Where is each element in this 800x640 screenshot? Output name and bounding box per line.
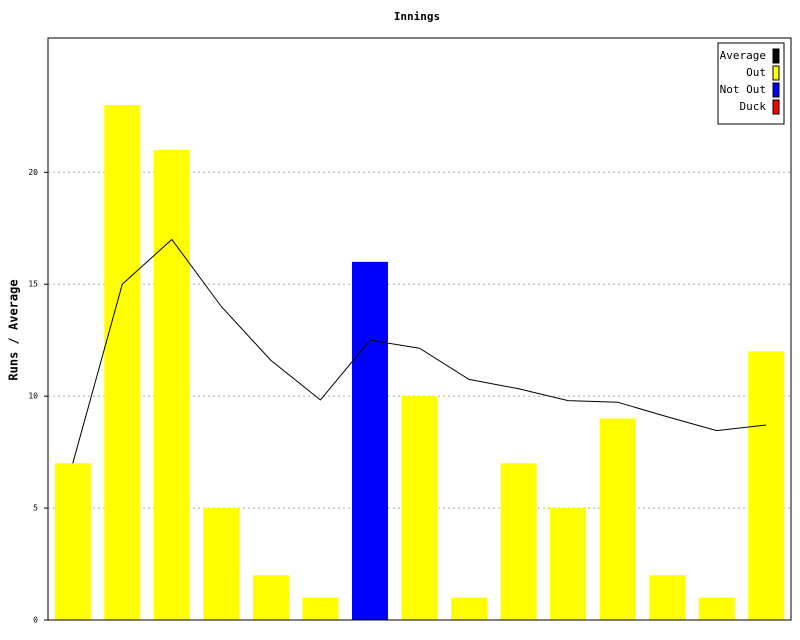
y-tick-label: 5 [33, 504, 38, 513]
legend-swatch [772, 99, 780, 115]
bar [451, 597, 488, 620]
legend-label: Not Out [720, 83, 766, 96]
lines [72, 238, 767, 464]
chart-title: Innings [394, 10, 440, 23]
legend-swatch [772, 48, 780, 64]
bar [401, 396, 438, 620]
legend-label: Out [746, 66, 766, 79]
bar [203, 508, 240, 620]
bar [153, 149, 190, 620]
legend-swatch [772, 65, 780, 81]
plot-frame [47, 37, 792, 621]
bar [500, 463, 537, 620]
y-tick-label: 0 [33, 616, 38, 625]
y-tick-label: 20 [28, 168, 38, 177]
bar [748, 351, 785, 620]
bar [698, 597, 735, 620]
bar [550, 508, 587, 620]
legend-label: Duck [740, 100, 767, 113]
legend: Average Out Not Out Duck [717, 42, 785, 125]
bar [104, 105, 141, 620]
legend-label: Average [720, 49, 766, 62]
legend-swatch [772, 82, 780, 98]
bar [302, 597, 339, 620]
y-tick-label: 10 [28, 392, 38, 401]
line [72, 238, 767, 464]
bar [252, 575, 289, 620]
y-axis-label: Runs / Average [7, 279, 21, 380]
bar [649, 575, 686, 620]
bar [599, 418, 636, 620]
bar [351, 261, 388, 620]
bars [54, 105, 785, 620]
bar [54, 463, 91, 620]
y-tick-label: 15 [28, 280, 38, 289]
